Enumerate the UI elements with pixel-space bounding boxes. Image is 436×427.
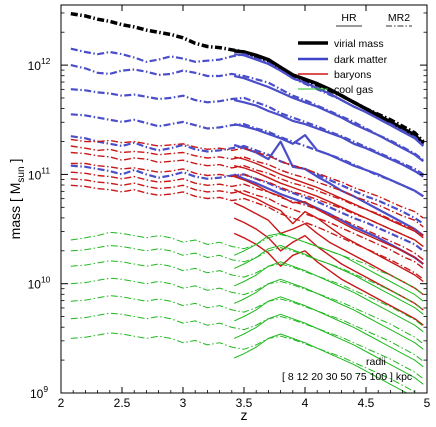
series-line-cool-gas-hr-33: [233, 261, 424, 333]
series-line-baryons-hr-27: [233, 232, 424, 326]
radii-values: [ 8 12 20 30 50 75 100 ] kpc: [282, 371, 412, 383]
radii-title: radii: [366, 356, 386, 368]
y-tick-label-base: 10: [28, 278, 42, 292]
x-tick-label-5: 4.5: [358, 396, 375, 410]
series-line-dark-matter-hr-7: [233, 99, 424, 178]
y-tick-label-base: 10: [28, 168, 42, 182]
legend-cool-gas-label: cool gas: [334, 84, 373, 96]
y-axis-title-main: mass [ M: [7, 183, 23, 240]
series-line-baryons-hr-19: [233, 175, 424, 265]
x-axis-title: z: [241, 407, 248, 423]
x-tick-label-1: 2.5: [114, 396, 131, 410]
y-axis-title-sub: sun: [16, 166, 27, 182]
series-line-dark-matter-hr-9: [233, 123, 424, 198]
y-tick-label-2: 1011: [28, 165, 50, 182]
series-line-baryons-mr2-14: [70, 138, 424, 219]
x-tick-label-2: 3: [180, 396, 187, 410]
series-line-dark-matter-hr-5: [233, 74, 424, 163]
y-axis-title-end: ]: [7, 159, 23, 167]
x-tick-label-3: 3.5: [236, 396, 253, 410]
series-line-baryons-mr2-18: [70, 151, 424, 237]
radii-annotation: radii [ 8 12 20 30 50 75 100 ] kpc: [282, 356, 412, 383]
y-tick-label-1: 1010: [28, 275, 51, 292]
y-tick-label-exponent: 11: [41, 165, 50, 175]
series-line-baryons-mr2-26: [70, 184, 424, 280]
series-line-virial-mass-hr-1: [234, 49, 425, 146]
y-tick-label-exponent: 12: [41, 56, 51, 66]
series-line-baryons-mr2-16: [70, 145, 424, 228]
series-line-dark-matter-mr2-12: [70, 164, 424, 252]
legend-baryons-label: baryons: [334, 69, 371, 81]
legend-virial-label: virial mass: [334, 38, 384, 50]
x-tick-label-4: 4: [302, 396, 309, 410]
series-line-baryons-hr-21: [233, 189, 424, 283]
series-line-cool-gas-hr-41: [233, 333, 408, 393]
y-tick-label-exponent: 10: [41, 275, 51, 285]
y-tick-label-3: 1012: [28, 56, 51, 73]
series-line-baryons-mr2-20: [70, 162, 424, 248]
series-line-dark-matter-mr2-10: [70, 135, 424, 225]
series-line-dark-matter-hr-3: [234, 53, 425, 147]
series-line-baryons-hr-17: [234, 165, 424, 248]
series-line-dark-matter-hr-11: [233, 140, 424, 237]
x-tick-label-0: 2: [58, 396, 65, 410]
series-layer: [70, 11, 425, 393]
y-axis-title: mass [ Msun ]: [7, 159, 27, 240]
y-tick-label-0: 109: [30, 384, 48, 401]
legend-style-hr-label: HR: [341, 12, 357, 24]
x-tick-label-6: 5: [424, 396, 431, 410]
y-tick-label-base: 10: [28, 59, 42, 73]
y-tick-label-base: 10: [30, 387, 44, 401]
series-line-cool-gas-hr-39: [233, 313, 424, 385]
legend-dark-matter-label: dark matter: [334, 54, 388, 66]
legend-style-mr2-label: MR2: [388, 12, 410, 24]
y-tick-label-exponent: 9: [43, 384, 48, 394]
series-line-dark-matter-mr2-6: [70, 88, 424, 176]
series-line-cool-gas-hr-29: [233, 232, 424, 302]
legend: HR MR2 virial mass dark matter baryons c…: [298, 12, 412, 96]
series-line-baryons-hr-15: [234, 156, 424, 239]
series-line-cool-gas-hr-37: [233, 296, 424, 368]
series-line-cool-gas-hr-35: [233, 278, 424, 350]
series-line-cool-gas-hr-31: [233, 245, 424, 315]
